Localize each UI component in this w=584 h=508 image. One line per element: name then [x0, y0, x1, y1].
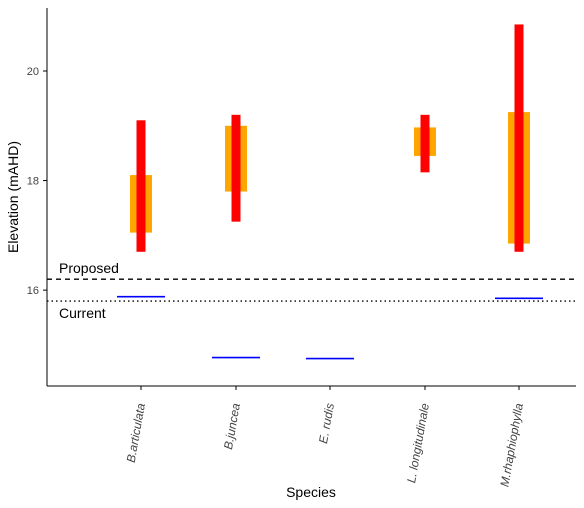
- x-tick-label-4: M.rhaphiophylla: [497, 402, 526, 488]
- range-bar-s1-c0: [136, 120, 146, 252]
- reference-label-proposed: Proposed: [59, 260, 119, 276]
- range-bar-s1-c3: [420, 114, 430, 173]
- x-tick-label-3: L. longitudinale: [404, 402, 432, 484]
- range-bar-s1-c1: [231, 114, 241, 222]
- plot-area: [47, 24, 576, 360]
- x-axis-title: Species: [286, 484, 336, 500]
- reference-label-current: Current: [59, 305, 106, 321]
- y-tick-label-0: 16: [27, 285, 39, 297]
- labels: Proposed Current 16 18 20 B.articulata B.junce…: [27, 66, 526, 488]
- x-tick-label-1: B.juncea: [221, 402, 243, 451]
- y-tick-label-2: 20: [27, 66, 39, 78]
- y-axis-title: Elevation (mAHD): [5, 141, 21, 253]
- x-tick-label-0: B.articulata: [124, 402, 148, 464]
- axes: [43, 8, 576, 390]
- x-tick-label-2: E. rudis: [316, 402, 337, 445]
- range-bar-s1-c4: [514, 24, 524, 252]
- y-tick-label-1: 18: [27, 176, 39, 188]
